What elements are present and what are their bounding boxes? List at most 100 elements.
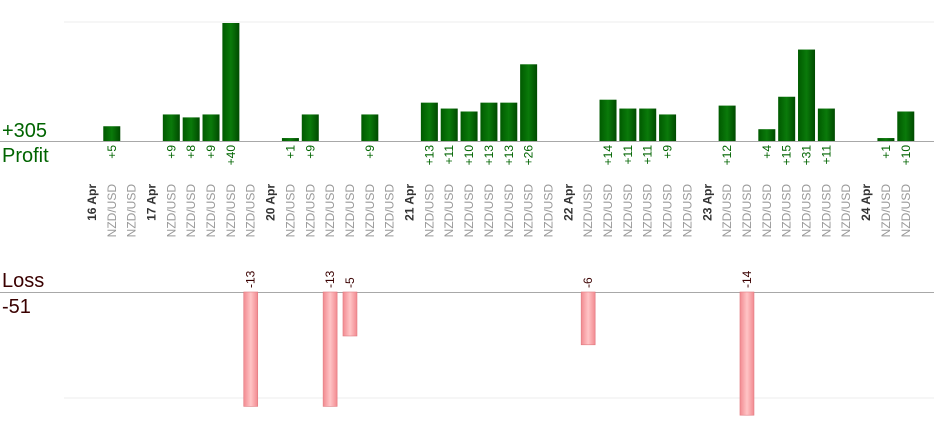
- pair-label: NZD/USD: [323, 184, 337, 238]
- profit-bar: [222, 23, 240, 141]
- profit-bar: [778, 96, 796, 141]
- profit-bar: [718, 105, 736, 141]
- profit-value-label: +9: [303, 145, 317, 159]
- profit-bar: [182, 117, 200, 141]
- profit-value-label: +8: [184, 145, 198, 159]
- profit-value-label: +9: [164, 145, 178, 159]
- pair-label: NZD/USD: [204, 184, 218, 238]
- profit-value-label: +11: [442, 145, 456, 165]
- profit-value-label: +5: [105, 145, 119, 159]
- profit-value-label: +10: [462, 145, 476, 166]
- pair-label: NZD/USD: [363, 184, 377, 238]
- pair-label: NZD/USD: [720, 184, 734, 238]
- date-label: 23 Apr: [700, 184, 714, 221]
- loss-bar: [322, 291, 338, 407]
- loss-bar: [243, 291, 259, 407]
- profit-value-label: +11: [819, 145, 833, 165]
- loss-value-label: -14: [740, 270, 754, 288]
- profit-value-label: +13: [502, 145, 516, 166]
- profit-bar: [758, 129, 776, 141]
- profit-total: +305: [2, 120, 48, 142]
- loss-value-label: -13: [244, 270, 258, 288]
- pair-label: NZD/USD: [105, 184, 119, 238]
- loss-total: -51: [2, 296, 31, 318]
- profit-bar: [520, 64, 538, 141]
- pair-label: NZD/USD: [601, 184, 615, 238]
- pair-label: NZD/USD: [244, 184, 258, 238]
- loss-bar: [739, 291, 755, 416]
- profit-value-label: +1: [879, 145, 893, 159]
- profit-value-label: +13: [482, 145, 496, 166]
- date-label: 24 Apr: [859, 184, 873, 221]
- pair-label: NZD/USD: [522, 184, 536, 238]
- pair-label: NZD/USD: [780, 184, 794, 238]
- pair-label: NZD/USD: [224, 184, 238, 238]
- profit-value-label: +11: [621, 145, 635, 165]
- profit-label: Profit: [2, 145, 49, 167]
- profit-bar: [639, 108, 657, 141]
- profit-bar: [460, 111, 478, 141]
- profit-bar: [877, 138, 895, 141]
- pair-label: NZD/USD: [164, 184, 178, 238]
- pair-label: NZD/USD: [482, 184, 496, 238]
- profit-bar: [798, 49, 816, 141]
- profit-bar: [480, 102, 498, 141]
- profit-value-label: +31: [800, 145, 814, 166]
- profit-value-label: +9: [363, 145, 377, 159]
- profit-bar: [440, 108, 458, 141]
- profit-bar: [599, 99, 617, 141]
- pair-label: NZD/USD: [760, 184, 774, 238]
- profit-bar: [817, 108, 835, 141]
- loss-value-label: -6: [581, 277, 595, 288]
- date-label: 22 Apr: [561, 184, 575, 221]
- pair-label: NZD/USD: [740, 184, 754, 238]
- pair-label: NZD/USD: [502, 184, 516, 238]
- profit-value-label: +15: [780, 145, 794, 166]
- profit-bar: [619, 108, 637, 141]
- pair-label: NZD/USD: [879, 184, 893, 238]
- loss-bar: [342, 291, 358, 337]
- profit-value-label: +11: [641, 145, 655, 165]
- pair-label: NZD/USD: [800, 184, 814, 238]
- profit-value-label: +26: [522, 145, 536, 166]
- pair-label: NZD/USD: [442, 184, 456, 238]
- loss-value-label: -13: [323, 270, 337, 288]
- profit-value-label: +4: [760, 145, 774, 159]
- pair-label: NZD/USD: [661, 184, 675, 238]
- loss-value-label: -5: [343, 277, 357, 288]
- pair-label: NZD/USD: [641, 184, 655, 238]
- profit-bar: [659, 114, 677, 141]
- pair-label: NZD/USD: [541, 184, 555, 238]
- profit-bar: [897, 111, 915, 141]
- profit-value-label: +40: [224, 145, 238, 166]
- profit-value-label: +12: [720, 145, 734, 166]
- pair-label: NZD/USD: [303, 184, 317, 238]
- pair-label: NZD/USD: [581, 184, 595, 238]
- pair-label: NZD/USD: [422, 184, 436, 238]
- profit-bar: [500, 102, 518, 141]
- profit-bar: [162, 114, 180, 141]
- date-label: 20 Apr: [264, 184, 278, 221]
- profit-bar: [301, 114, 319, 141]
- pair-label: NZD/USD: [839, 184, 853, 238]
- profit-bar: [361, 114, 379, 141]
- profit-value-label: +13: [422, 145, 436, 166]
- pair-label: NZD/USD: [680, 184, 694, 238]
- profit-bar: [420, 102, 438, 141]
- date-label: 17 Apr: [144, 184, 158, 221]
- pair-label: NZD/USD: [383, 184, 397, 238]
- pair-label: NZD/USD: [125, 184, 139, 238]
- pair-label: NZD/USD: [621, 184, 635, 238]
- date-label: 16 Apr: [85, 184, 99, 221]
- profit-value-label: +1: [283, 145, 297, 159]
- profit-bar: [281, 138, 299, 141]
- profit-value-label: +9: [204, 145, 218, 159]
- loss-label: Loss: [2, 270, 45, 292]
- profit-value-label: +10: [899, 145, 913, 166]
- profit-value-label: +9: [661, 145, 675, 159]
- profit-value-label: +14: [601, 145, 615, 166]
- profit-bar: [202, 114, 220, 141]
- pair-label: NZD/USD: [283, 184, 297, 238]
